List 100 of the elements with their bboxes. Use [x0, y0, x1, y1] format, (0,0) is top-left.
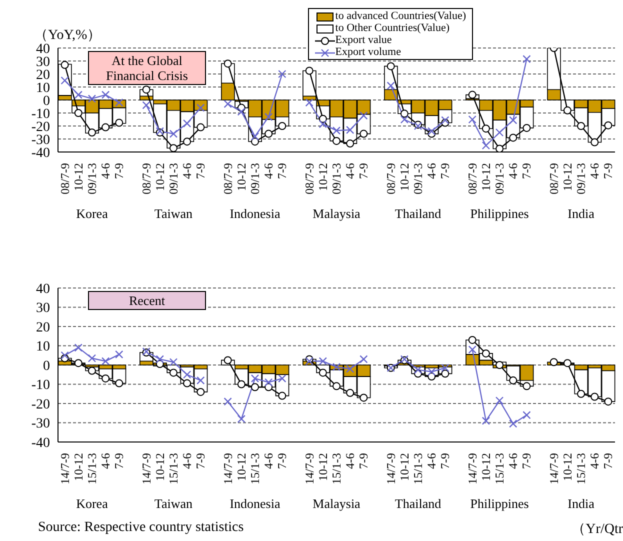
x-tick-label: 7-9 — [275, 163, 290, 179]
y-tick-label: -20 — [31, 120, 50, 135]
text: Korea — [76, 496, 108, 511]
x-tick-label: 15/1-3 — [492, 453, 507, 484]
x-tick-label: 4-6 — [180, 453, 194, 469]
x-tick-label: 7-9 — [356, 163, 371, 179]
x-tick-label: 14/7-9 — [546, 453, 561, 484]
text: Taiwan — [154, 496, 194, 511]
x-tick-label: 08/7-9 — [139, 163, 154, 194]
y-tick-label: -10 — [31, 378, 50, 394]
text: India — [568, 496, 595, 511]
x-tick-label: 14/7-9 — [220, 453, 235, 484]
x-tick-label: 10-12 — [234, 453, 248, 481]
text: Thailand — [394, 206, 442, 221]
x-tick-label: 14/7-9 — [139, 453, 154, 484]
x-tick-label: 15/1-3 — [248, 453, 262, 484]
text: Thailand — [394, 496, 442, 511]
x-tick-label: 10-12 — [71, 163, 86, 191]
x-tick-label: 10-12 — [152, 453, 167, 481]
label-box: Recent — [88, 291, 206, 310]
x-tick-label: 14/7-9 — [465, 453, 480, 484]
text: Malaysia — [312, 496, 361, 511]
x-tick-label: 10-12 — [560, 453, 574, 481]
x-tick-label: 7-9 — [275, 453, 290, 469]
y-tick-label: -30 — [31, 416, 50, 432]
x-tick-label: 10-12 — [478, 453, 493, 481]
x-tick-label: 08/7-9 — [465, 163, 480, 194]
x-tick-label: 10-12 — [316, 453, 330, 481]
x-tick-label: 7-9 — [194, 163, 208, 179]
x-tick-label: 7-9 — [356, 453, 371, 469]
text: Indonesia — [230, 206, 280, 221]
y-tick-label: 0 — [43, 94, 50, 109]
y-axis-title: （YoY,%） — [34, 27, 102, 44]
x-tick-label: 15/1-3 — [84, 453, 99, 484]
label-box: At the Global Financial Crisis — [88, 51, 206, 85]
x-tick-label: 4-6 — [588, 453, 602, 469]
y-tick-label: -30 — [31, 132, 50, 148]
x-tick-label: 7-9 — [112, 453, 126, 469]
x-tick-label: 7-9 — [520, 163, 534, 179]
x-tick-label: 4-6 — [343, 163, 358, 179]
x-tick-label: 10-12 — [478, 163, 493, 191]
y-tick-label: 30 — [36, 301, 50, 316]
x-tick-label: 08/7-9 — [302, 163, 316, 194]
legend-label: to advanced Countries(Value) — [335, 10, 466, 22]
x-tick-label: 7-9 — [438, 163, 452, 179]
x-tick-label: 7-9 — [112, 163, 126, 179]
x-tick-label: 10-12 — [71, 453, 86, 481]
legend-label: Export value — [335, 34, 392, 46]
text: Philippines — [470, 206, 529, 221]
x-tick-label: 4-6 — [180, 163, 194, 179]
x-tick-label: 09/1-3 — [492, 163, 507, 194]
y-tick-label: -40 — [31, 146, 50, 161]
x-tick-label: 7-9 — [438, 453, 452, 469]
x-tick-label: 14/7-9 — [302, 453, 316, 484]
y-tick-label: 0 — [43, 358, 50, 374]
x-tick-label: 10-12 — [560, 163, 574, 191]
x-tick-label: 4-6 — [98, 163, 113, 179]
x-tick-label: 10-12 — [234, 163, 248, 191]
x-tick-label: 10-12 — [397, 453, 412, 481]
legend-label: to Other Countries(Value) — [335, 22, 450, 34]
x-tick-label: 7-9 — [601, 453, 616, 469]
x-tick-label: 4-6 — [506, 453, 520, 469]
y-tick-label: 40 — [36, 42, 50, 57]
x-tick-label: 15/1-3 — [166, 453, 180, 484]
x-tick-label: 08/7-9 — [546, 163, 561, 194]
x-tick-label: 09/1-3 — [330, 163, 344, 194]
x-tick-label: 10-12 — [316, 163, 330, 191]
x-tick-label: 09/1-3 — [411, 163, 426, 194]
y-tick-label: -10 — [31, 106, 50, 122]
y-tick-label: 40 — [36, 282, 50, 297]
x-tick-label: 14/7-9 — [58, 453, 72, 484]
x-tick-label: 7-9 — [601, 163, 616, 179]
y-tick-label: 30 — [36, 54, 50, 70]
x-tick-label: 08/7-9 — [58, 163, 72, 194]
x-tick-label: 7-9 — [194, 453, 208, 469]
text: （Yr/Qtr — [572, 521, 623, 538]
x-tick-label: 4-6 — [424, 453, 439, 469]
x-tick-label: 15/1-3 — [411, 453, 426, 484]
x-tick-label: 14/7-9 — [384, 453, 398, 484]
y-tick-label: -20 — [31, 397, 50, 412]
y-tick-label: 10 — [36, 340, 50, 355]
x-tick-label: 4-6 — [424, 163, 439, 179]
legend-label: Export volume — [335, 46, 401, 58]
y-tick-label: 10 — [36, 80, 50, 96]
source-note: Source: Respective country statistics — [38, 520, 244, 537]
x-tick-label: 08/7-9 — [220, 163, 235, 194]
text: Taiwan — [154, 206, 194, 221]
x-tick-label: 4-6 — [506, 163, 520, 179]
y-tick-label: 20 — [36, 68, 50, 83]
x-tick-label: 15/1-3 — [574, 453, 588, 484]
x-tick-label: 09/1-3 — [166, 163, 180, 194]
x-tick-label: 4-6 — [98, 453, 113, 469]
x-tick-label: 7-9 — [520, 453, 534, 469]
x-tick-label: 4-6 — [262, 163, 276, 179]
x-tick-label: 4-6 — [262, 453, 276, 469]
y-tick-label: -40 — [31, 436, 50, 451]
x-tick-label: 15/1-3 — [330, 453, 344, 484]
x-tick-label: 10-12 — [397, 163, 412, 191]
x-tick-label: 4-6 — [588, 163, 602, 179]
text: Malaysia — [312, 206, 361, 221]
